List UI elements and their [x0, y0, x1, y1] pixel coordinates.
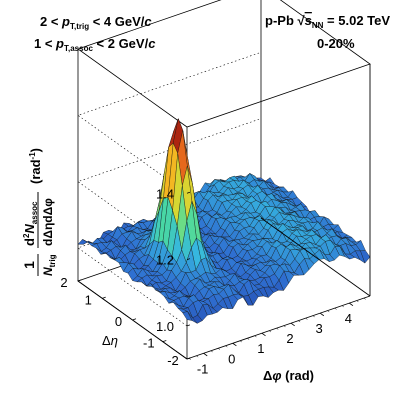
y-tick [102, 296, 106, 299]
x-minor-tick [327, 310, 330, 313]
surface-cell [182, 311, 193, 321]
x-minor-tick [196, 355, 199, 358]
z-tick-label: 1.0 [156, 319, 174, 334]
x-axis-title: Δφ (rad) [263, 368, 314, 383]
surface-plot [77, 117, 371, 324]
x-minor-tick [218, 348, 221, 350]
x-minor-tick [341, 305, 344, 308]
svg-text:1: 1 [21, 261, 37, 269]
annotation-ptrig: 2 < pT,trig < 4 GeV/c [40, 14, 152, 31]
x-tick-label: 3 [316, 321, 323, 336]
z-axis: 1.0 1.2 1.4 [156, 186, 191, 334]
z-tick [186, 258, 191, 260]
svg-text:(rad-1): (rad-1) [28, 148, 43, 184]
y-tick [186, 357, 191, 360]
x-minor-tick [305, 317, 308, 320]
x-tick-label: -1 [197, 361, 209, 376]
y-tick-label: 2 [60, 275, 67, 290]
x-minor-tick [247, 338, 250, 340]
y-axis: -2 -1 0 1 2 [60, 275, 191, 368]
x-tick-label: 0 [228, 351, 235, 366]
x-minor-tick [276, 327, 279, 330]
x-minor-tick [320, 312, 323, 315]
y-tick [77, 279, 82, 282]
svg-text:d2Nassoc: d2Nassoc [22, 201, 39, 246]
y-tick-label: 1 [85, 292, 92, 307]
annotation-passoc: 1 < pT,assoc < 2 GeV/c [34, 36, 156, 53]
x-minor-tick [334, 307, 337, 310]
x-axis: -1 0 1 2 3 4 [188, 297, 366, 376]
x-minor-tick [363, 297, 366, 300]
x-minor-tick [254, 335, 257, 338]
x-minor-tick [239, 340, 242, 343]
z-tick-label: 1.2 [156, 253, 174, 268]
x-tick-label: 2 [286, 331, 293, 346]
z-gridline [77, 184, 262, 327]
svg-text:Ntrig: Ntrig [41, 254, 57, 276]
x-minor-tick [232, 343, 235, 345]
x-minor-tick [261, 333, 264, 335]
frame-top [77, 0, 371, 128]
y-tick [132, 318, 137, 321]
x-minor-tick [312, 315, 315, 318]
z-tick-label: 1.4 [156, 186, 174, 201]
x-tick-label: 4 [345, 311, 352, 326]
x-minor-tick [269, 330, 272, 333]
annotation-centrality: 0-20% [317, 36, 355, 51]
svg-text:dΔηdΔφ: dΔηdΔφ [41, 198, 55, 246]
y-axis-title: Δη [102, 333, 118, 348]
x-minor-tick [283, 325, 286, 328]
z-gridline [77, 52, 262, 194]
z-tick [186, 191, 191, 194]
frame-right-bottom [260, 217, 371, 297]
surface-cell [77, 239, 88, 245]
x-minor-tick [356, 300, 359, 303]
x-tick-label: 1 [257, 341, 264, 356]
x-minor-tick [203, 353, 206, 355]
x-minor-tick [290, 322, 293, 325]
x-minor-tick [298, 320, 301, 323]
x-minor-tick [349, 302, 352, 305]
y-tick-label: -1 [143, 336, 155, 351]
x-minor-tick [210, 350, 213, 353]
frame-front-bottom [186, 295, 371, 360]
y-tick-label: -2 [167, 353, 179, 368]
annotation-system: p-Pb √sNN = 5.02 TeV [265, 13, 390, 30]
y-tick [162, 340, 167, 343]
z-tick [186, 324, 191, 327]
x-minor-tick [225, 345, 228, 348]
z-axis-title: 1 Ntrig d2Nassoc dΔηdΔφ (rad-1) [21, 148, 57, 276]
y-tick-label: 0 [115, 314, 122, 329]
